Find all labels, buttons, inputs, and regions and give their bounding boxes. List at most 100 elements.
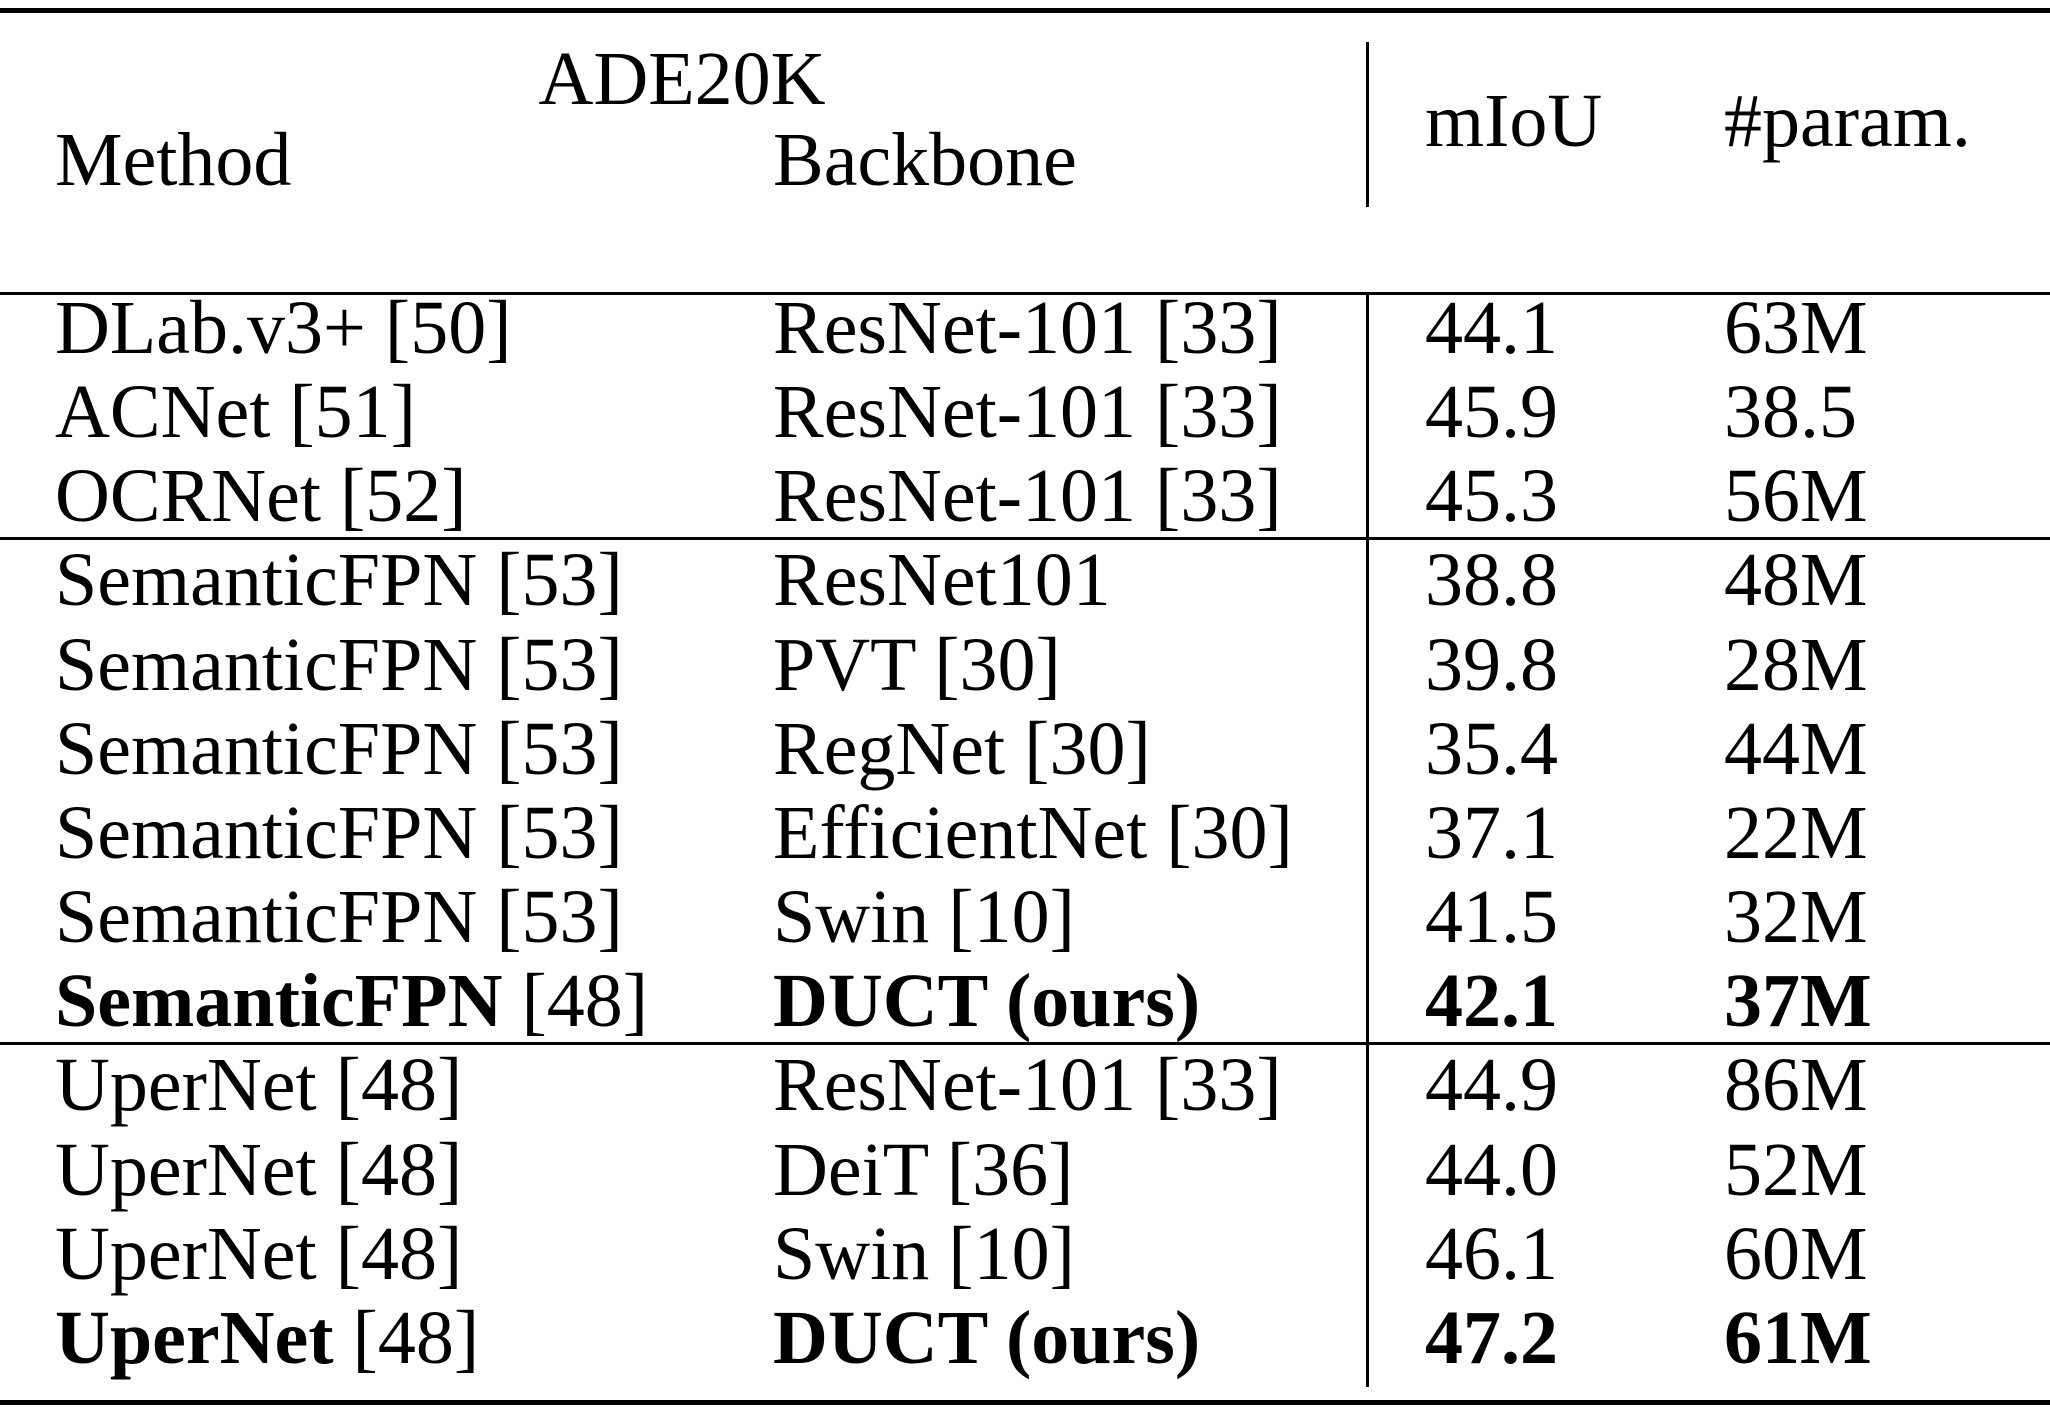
method-name: UperNet [55, 1127, 317, 1212]
space [366, 286, 385, 370]
citation: [48] [335, 1127, 463, 1212]
citation: [48] [335, 1043, 463, 1128]
space [477, 875, 496, 959]
citation: [53] [496, 622, 623, 707]
miou-cell: 44.1 [1425, 286, 1558, 370]
citation: [52] [340, 454, 467, 539]
method-cell: UperNet [48] [55, 1216, 462, 1292]
method-cell: ACNet [51] [55, 374, 416, 450]
header-params: #param. [1724, 79, 1971, 163]
method-cell: SemanticFPN [53] [55, 879, 623, 955]
backbone-cell: Swin [10] [773, 1211, 1075, 1296]
backbone-cell: Swin [10] [773, 875, 1075, 960]
backbone-cell: ResNet-101 [33] [773, 370, 1282, 455]
method-cell: SemanticFPN [48] [55, 963, 648, 1039]
params-cell: 37M [1724, 963, 1872, 1039]
params: 37M [1724, 959, 1872, 1044]
miou-cell: 47.2 [1425, 1300, 1558, 1376]
params-cell: 28M [1724, 622, 1868, 707]
miou-cell: 44.9 [1425, 1043, 1558, 1128]
miou-cell: 44.0 [1425, 1127, 1558, 1212]
method-cell: UperNet [48] [55, 1132, 462, 1208]
space [317, 1043, 336, 1127]
space [317, 1212, 336, 1296]
citation: [53] [496, 875, 623, 960]
params-cell: 22M [1724, 790, 1868, 875]
method-cell: SemanticFPN [53] [55, 627, 623, 703]
miou-cell: 37.1 [1425, 790, 1558, 875]
miou-cell: 42.1 [1425, 963, 1558, 1039]
space [334, 1296, 353, 1380]
miou-cell: 45.3 [1425, 454, 1558, 539]
method-name: SemanticFPN [55, 875, 478, 960]
group-rule [0, 1041, 2050, 1045]
header-rule [0, 292, 2050, 295]
method-name: SemanticFPN [55, 959, 503, 1044]
backbone-cell: ResNet-101 [33] [773, 1043, 1282, 1128]
method-name: OCRNet [55, 454, 321, 539]
method-name: ACNet [55, 370, 271, 455]
method-name: SemanticFPN [55, 706, 478, 791]
space [502, 959, 521, 1043]
backbone-cell: DUCT (ours) [773, 963, 1200, 1039]
bottom-rule [0, 1400, 2050, 1405]
backbone-cell: ResNet-101 [33] [773, 454, 1282, 539]
miou-cell: 46.1 [1425, 1211, 1558, 1296]
citation: [53] [496, 538, 623, 623]
citation: [48] [352, 1295, 480, 1380]
method-cell: SemanticFPN [53] [55, 542, 623, 618]
space [477, 791, 496, 875]
params-cell: 44M [1724, 706, 1868, 791]
backbone-cell: RegNet [30] [773, 706, 1151, 791]
params-cell: 61M [1724, 1300, 1872, 1376]
header-divider [1366, 42, 1369, 207]
citation: [53] [496, 706, 623, 791]
params-cell: 38.5 [1724, 370, 1857, 455]
miou-cell: 41.5 [1425, 875, 1558, 960]
backbone-cell: EfficientNet [30] [773, 790, 1293, 875]
method-cell: UperNet [48] [55, 1047, 462, 1123]
citation: [48] [521, 959, 649, 1044]
method-cell: SemanticFPN [53] [55, 795, 623, 871]
header-miou: mIoU [1425, 79, 1603, 163]
backbone-cell: DeiT [36] [773, 1127, 1074, 1212]
miou: 47.2 [1425, 1295, 1558, 1380]
method-name: DLab.v3+ [55, 286, 366, 370]
miou-cell: 35.4 [1425, 706, 1558, 791]
miou-cell: 45.9 [1425, 370, 1558, 455]
dataset-label: ADE20K [538, 37, 826, 121]
space [477, 623, 496, 707]
params-cell: 63M [1724, 286, 1868, 370]
backbone: DUCT (ours) [773, 1295, 1201, 1380]
space [477, 538, 496, 622]
header-backbone: Backbone [773, 118, 1077, 202]
method-cell: UperNet [48] [55, 1300, 479, 1376]
params-cell: 56M [1724, 454, 1868, 539]
space [477, 707, 496, 791]
citation: [53] [496, 790, 623, 875]
backbone-cell: ResNet101 [773, 538, 1111, 623]
method-name: UperNet [55, 1043, 317, 1128]
citation: [51] [289, 370, 416, 455]
method-cell: SemanticFPN [53] [55, 711, 623, 787]
method-cell: DLab.v3+ [50] [55, 290, 512, 366]
column-divider [1366, 295, 1369, 1387]
space [317, 1128, 336, 1212]
miou-cell: 39.8 [1425, 622, 1558, 707]
miou-cell: 38.8 [1425, 538, 1558, 623]
method-name: SemanticFPN [55, 538, 478, 623]
params: 61M [1724, 1295, 1872, 1380]
space [270, 370, 289, 454]
method-name: UperNet [55, 1211, 317, 1296]
backbone: DUCT (ours) [773, 959, 1201, 1044]
params-cell: 32M [1724, 875, 1868, 960]
params-cell: 60M [1724, 1211, 1868, 1296]
params-cell: 48M [1724, 538, 1868, 623]
method-name: SemanticFPN [55, 790, 478, 875]
group-rule [0, 536, 2050, 540]
space [321, 454, 340, 538]
params-cell: 52M [1724, 1127, 1868, 1212]
header-method: Method [55, 118, 292, 202]
method-name: UperNet [55, 1295, 334, 1380]
